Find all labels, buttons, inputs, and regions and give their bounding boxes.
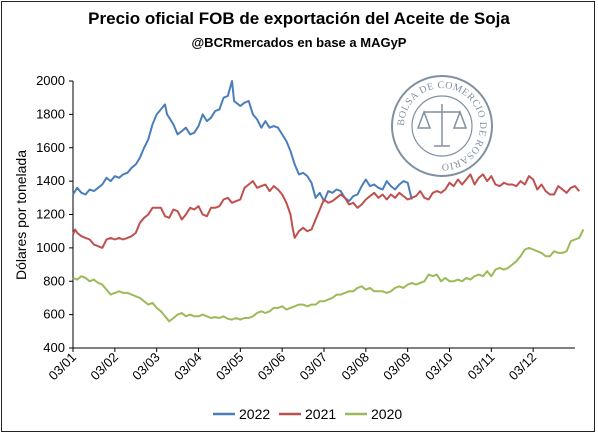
chart-subtitle: @BCRmercados en base a MAGyP <box>192 35 407 50</box>
y-tick-label: 2000 <box>36 73 65 88</box>
legend-label-2020: 2020 <box>371 406 402 422</box>
x-tick-label: 03/08 <box>338 350 372 384</box>
x-tick-label: 03/04 <box>171 350 205 384</box>
x-axis-ticks: 03/01 03/02 03/03 03/04 03/05 03/06 03/07 03/08… <box>46 348 540 384</box>
y-tick-label: 400 <box>43 340 65 355</box>
y-tick-label: 1800 <box>36 106 65 121</box>
series-line-2021 <box>72 173 580 249</box>
x-tick-label: 03/06 <box>255 350 289 384</box>
y-tick-label: 600 <box>43 307 65 322</box>
x-tick-label: 03/02 <box>87 350 121 384</box>
y-tick-label: 800 <box>43 273 65 288</box>
y-axis-title: Dólares por tonelada <box>13 150 29 280</box>
y-tick-label: 1400 <box>36 173 65 188</box>
legend-label-2022: 2022 <box>239 406 270 422</box>
x-tick-label: 03/12 <box>506 350 540 384</box>
bcr-seal-watermark: BOLSA DE COMERCIO DE ROSARIO <box>391 75 493 177</box>
scales-of-justice-icon <box>416 104 468 147</box>
x-tick-label: 03/05 <box>213 350 247 384</box>
x-tick-label: 03/03 <box>129 350 163 384</box>
series-line-2020 <box>72 229 585 323</box>
x-tick-label: 03/11 <box>465 350 498 383</box>
y-axis-ticks: 400 600 800 1000 1200 1400 1600 1800 2000 <box>36 73 73 355</box>
series-line-2022 <box>72 80 413 203</box>
y-tick-label: 1000 <box>36 240 65 255</box>
y-tick-label: 1200 <box>36 207 65 222</box>
legend: 2022 2021 2020 <box>213 406 402 422</box>
series-lines <box>72 80 585 323</box>
x-tick-label: 03/09 <box>380 350 414 384</box>
legend-label-2021: 2021 <box>305 406 336 422</box>
y-tick-label: 1600 <box>36 140 65 155</box>
x-tick-label: 03/10 <box>422 350 456 384</box>
chart-title: Precio oficial FOB de exportación del Ac… <box>88 9 510 28</box>
x-tick-label: 03/07 <box>297 350 331 384</box>
